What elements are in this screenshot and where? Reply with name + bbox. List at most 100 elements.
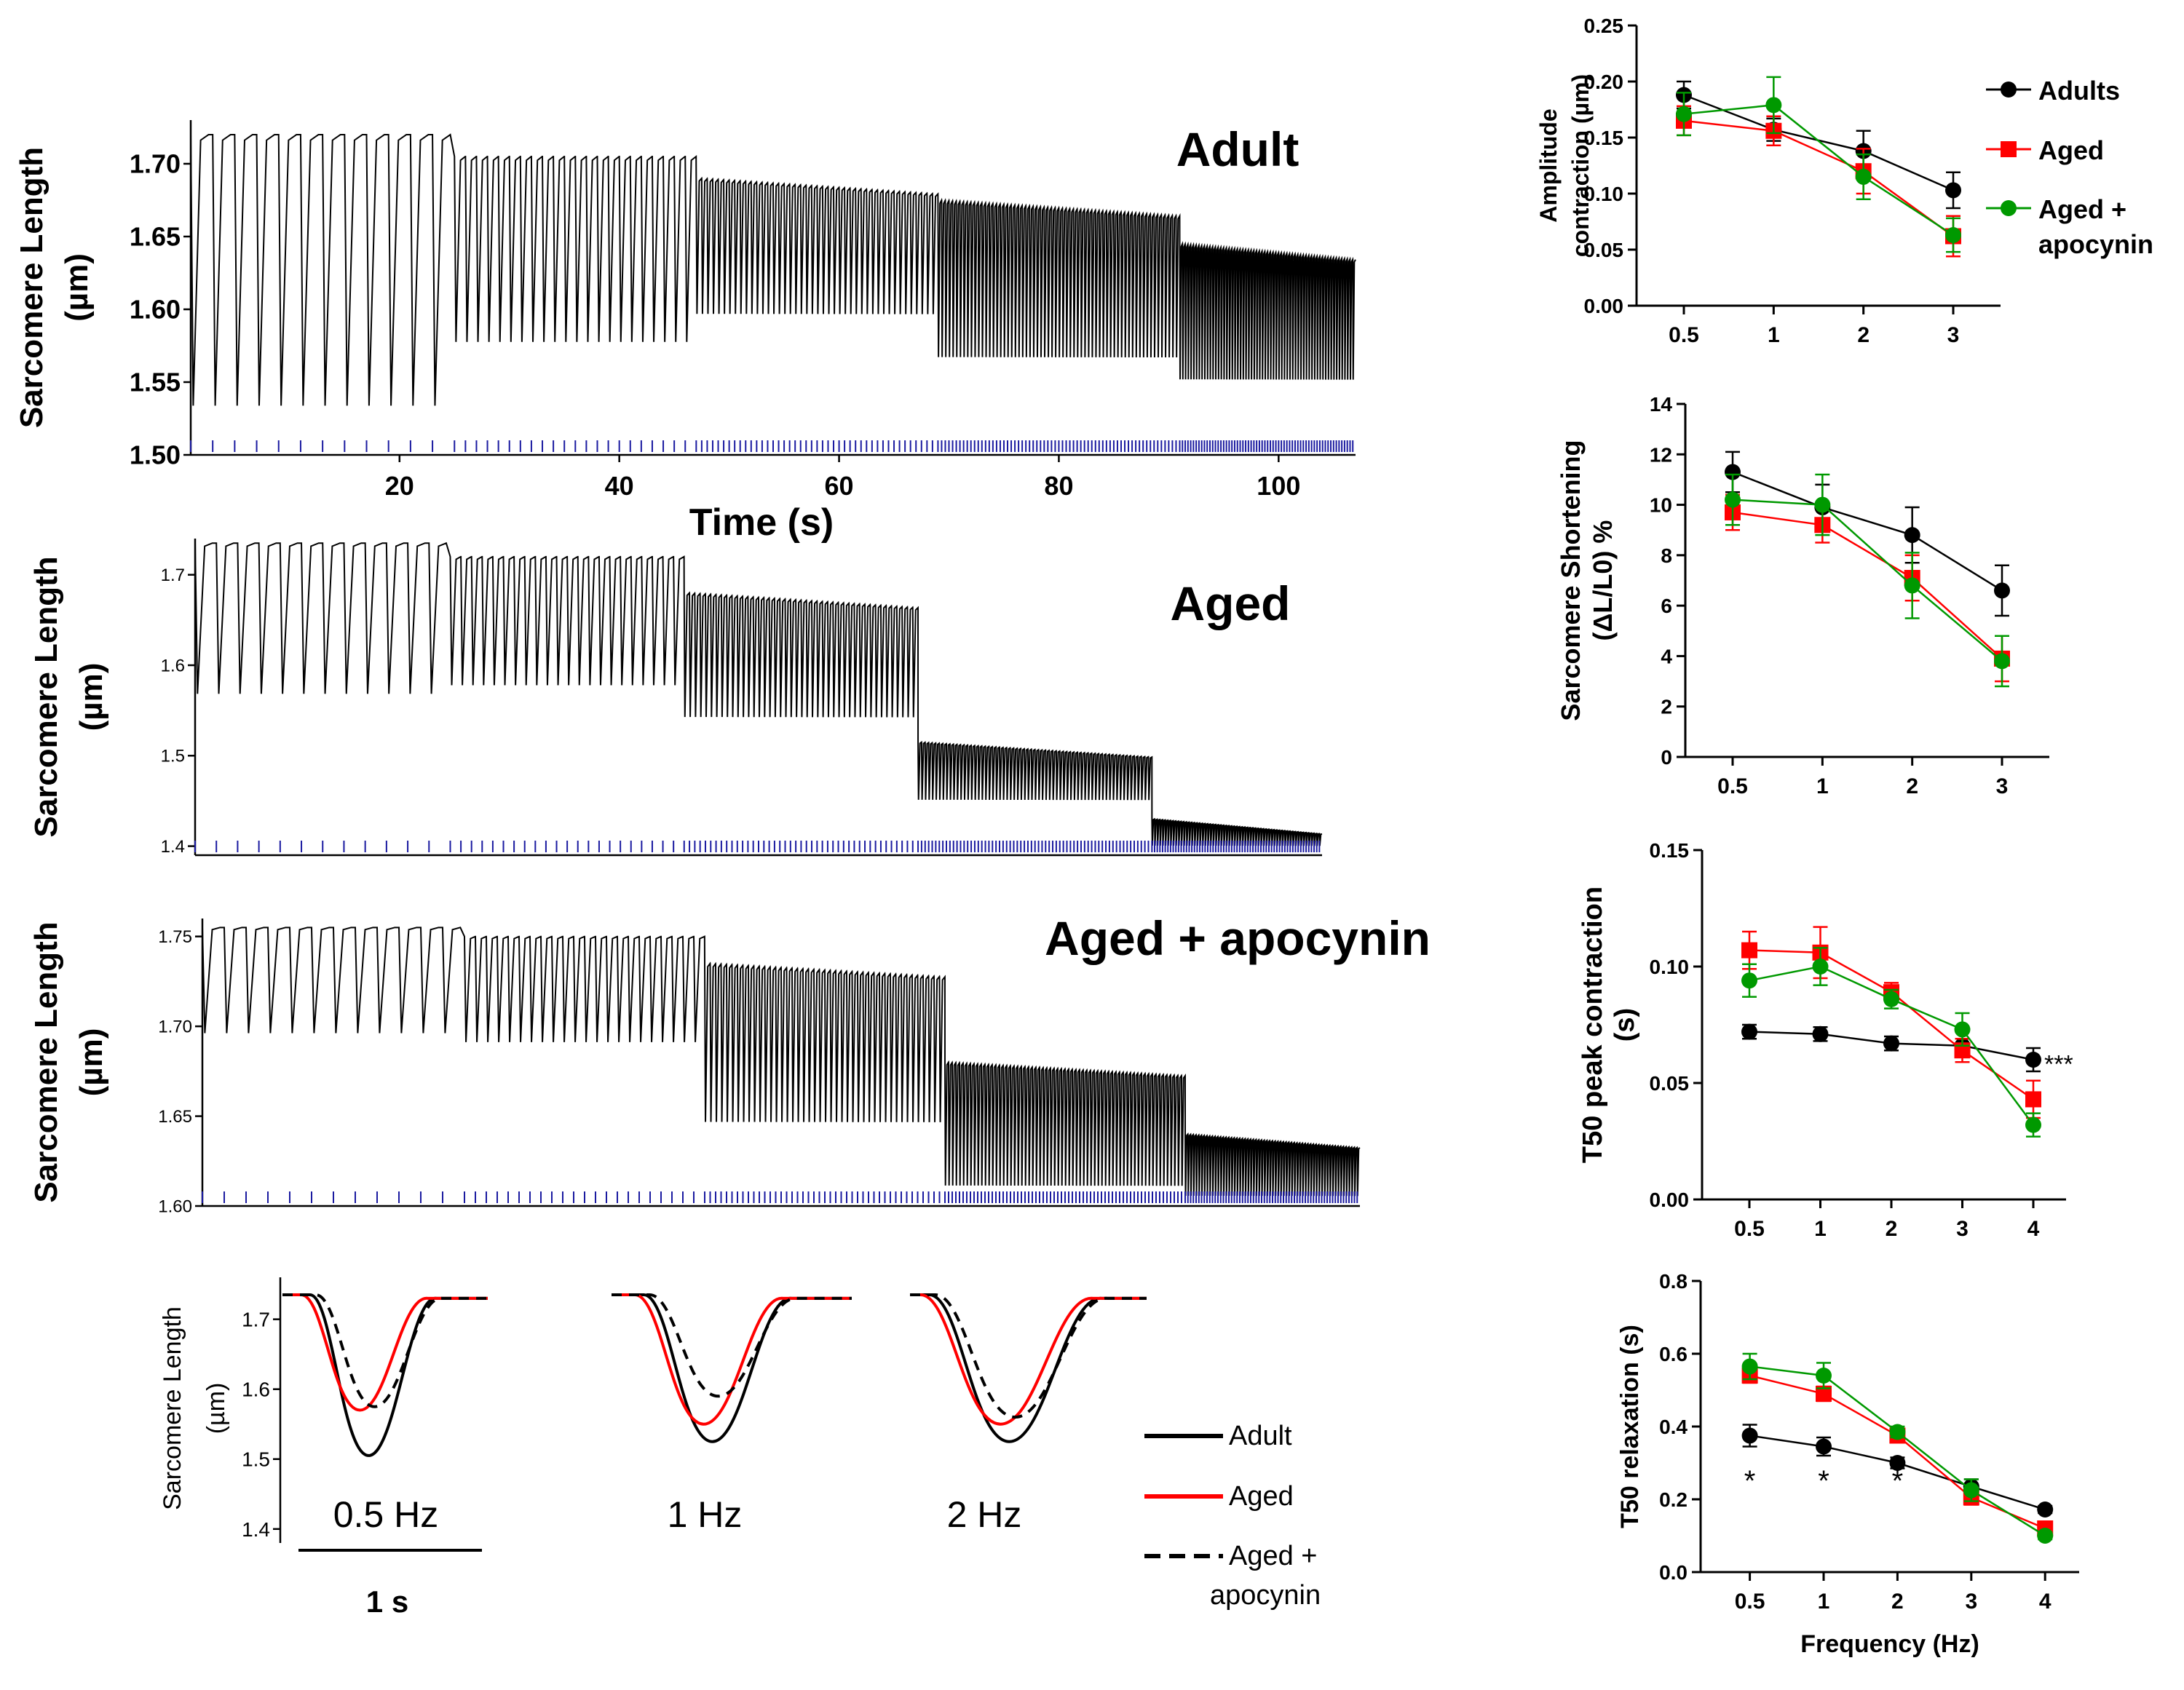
x-tick-label: 3 — [1956, 1217, 1969, 1241]
series-line — [1732, 499, 2003, 662]
group-label: 2 Hz — [947, 1494, 1022, 1535]
legend-label: apocynin — [1210, 1580, 1321, 1611]
y-axis-label: contraction (µm) — [1567, 74, 1594, 257]
series-line — [1683, 104, 1954, 237]
twitch-line — [612, 1293, 852, 1426]
y-axis-label: Sarcomere Length — [28, 921, 64, 1202]
panel-title: Aged + apocynin — [1045, 911, 1431, 965]
twitch-line — [910, 1293, 1147, 1443]
x-tick-label: 2 — [1891, 1590, 1904, 1614]
y-axis-label: (s) — [1610, 1008, 1640, 1042]
scale-bar-label: 1 s — [366, 1584, 408, 1619]
x-tick-label: 60 — [825, 471, 854, 501]
data-point — [1816, 1386, 1832, 1402]
x-tick-label: 1 — [1816, 774, 1829, 798]
data-point — [1994, 653, 2010, 670]
x-tick-label: 40 — [605, 471, 634, 501]
y-tick-label: 0.6 — [1659, 1343, 1688, 1365]
stimulus-markers — [190, 440, 1354, 452]
y-axis-label: Sarcomere Length — [28, 556, 64, 837]
twitch-line — [282, 1293, 488, 1412]
y-tick-label: 1.70 — [130, 149, 181, 179]
x-tick-label: 4 — [2027, 1217, 2040, 1241]
y-axis-label: (µm) — [59, 253, 95, 322]
y-tick-label: 1.5 — [161, 747, 185, 766]
x-tick-label: 2 — [1906, 774, 1918, 798]
twitch-line — [282, 1293, 488, 1408]
twitch-line — [910, 1293, 1147, 1426]
y-tick-label: 1.55 — [130, 368, 181, 397]
data-point — [1889, 1424, 1906, 1440]
y-tick-label: 12 — [1650, 443, 1672, 466]
data-point — [2025, 1116, 2041, 1133]
y-tick-label: 14 — [1650, 393, 1673, 416]
trace-adult: 1.70 1.65 1.60 1.55 1.50 Adult Sarcomere Lengt… — [14, 120, 1356, 544]
y-tick-label: 10 — [1650, 494, 1672, 517]
y-tick-label: 0.4 — [1659, 1416, 1688, 1438]
x-tick-label: 80 — [1044, 471, 1073, 501]
t50-peak: 0.00 0.05 0.10 0.15 0.5 1 2 3 4 T50 peak contract… — [1578, 839, 2073, 1241]
significance-mark: *** — [2044, 1051, 2073, 1079]
significance-mark: * — [1744, 1465, 1756, 1497]
y-axis-label: (ΔL/L0) % — [1588, 520, 1618, 641]
significance-mark: * — [1818, 1465, 1829, 1497]
y-axis-label: Sarcomere Length — [159, 1306, 186, 1510]
y-tick-label: 1.50 — [130, 440, 181, 470]
y-tick-label: 1.6 — [161, 656, 185, 675]
legend-label: Aged — [1229, 1481, 1294, 1512]
y-tick-label: 1.65 — [158, 1107, 192, 1127]
y-tick-label: 1.4 — [161, 837, 185, 857]
data-point — [1812, 959, 1829, 975]
data-point — [1889, 1455, 1906, 1471]
y-tick-label: 0 — [1661, 746, 1672, 769]
y-tick-label: 1.60 — [130, 295, 181, 325]
y-tick-label: 0.20 — [1584, 71, 1624, 93]
y-tick-label: 1.4 — [242, 1518, 270, 1541]
data-point — [1904, 527, 1920, 544]
trace-apocynin: 1.75 1.70 1.65 1.60 Aged + apocynin Sarcomere… — [28, 911, 1431, 1216]
x-tick-label: 0.5 — [1717, 774, 1748, 798]
twitch-line — [910, 1293, 1147, 1419]
y-tick-label: 4 — [1661, 645, 1672, 667]
legend-label: Aged + — [2038, 194, 2126, 224]
group-label: 0.5 Hz — [333, 1494, 439, 1535]
data-point — [1954, 1021, 1971, 1038]
series-line — [1732, 471, 2003, 592]
x-tick-label: 3 — [1965, 1590, 1977, 1614]
data-point — [1963, 1482, 1979, 1499]
x-tick-label: 2 — [1857, 323, 1870, 347]
y-tick-label: 6 — [1661, 595, 1672, 617]
y-tick-label: 0.2 — [1659, 1488, 1688, 1511]
x-tick-label: 100 — [1257, 471, 1300, 501]
legend-marker — [2001, 141, 2017, 157]
y-axis-label: (µm) — [74, 663, 109, 731]
trace-line — [194, 541, 1323, 846]
data-point — [1814, 496, 1831, 513]
y-tick-label: 0.05 — [1650, 1072, 1690, 1095]
y-tick-label: 8 — [1661, 544, 1672, 567]
group-label: 1 Hz — [668, 1494, 743, 1535]
y-axis-label: T50 peak contraction — [1578, 886, 1608, 1163]
y-tick-label: 0.05 — [1584, 239, 1624, 261]
stimulus-markers — [202, 1191, 1358, 1203]
y-tick-label: 1.5 — [242, 1448, 270, 1471]
significance-mark: * — [1892, 1465, 1904, 1497]
legend-label: Adult — [1229, 1421, 1292, 1451]
x-tick-label: 2 — [1886, 1217, 1898, 1241]
y-axis-label: (µm) — [202, 1383, 230, 1435]
data-point — [1741, 972, 1757, 989]
x-tick-label: 3 — [1947, 323, 1960, 347]
y-tick-label: 2 — [1661, 696, 1672, 718]
y-axis-label: T50 relaxation (s) — [1616, 1325, 1644, 1528]
y-tick-label: 1.65 — [130, 222, 181, 252]
legend-label: apocynin — [2038, 229, 2153, 259]
y-axis-label: (µm) — [74, 1028, 109, 1097]
y-tick-label: 0.8 — [1659, 1270, 1688, 1293]
y-tick-label: 0.00 — [1584, 295, 1624, 317]
y-axis-label: Sarcomere Shortening — [1556, 440, 1586, 721]
data-point — [1676, 106, 1692, 122]
x-tick-label: 0.5 — [1669, 323, 1699, 347]
y-axis-label: Sarcomere Length — [14, 147, 50, 428]
y-tick-label: 1.6 — [242, 1378, 270, 1401]
